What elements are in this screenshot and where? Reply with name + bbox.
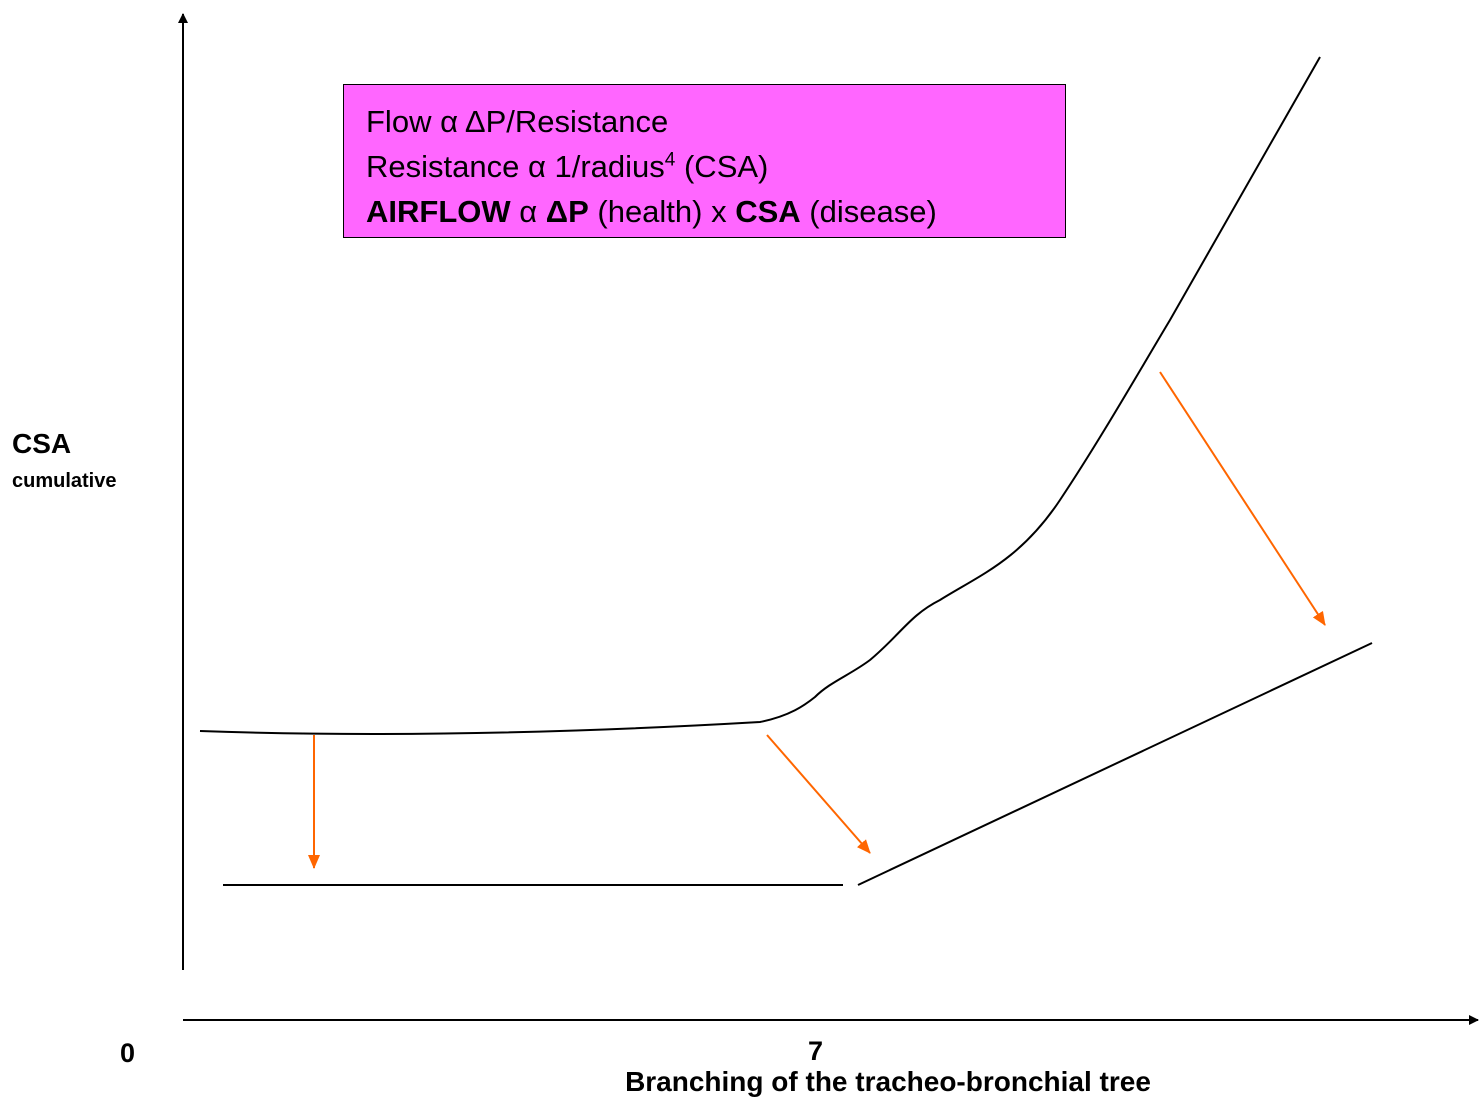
formula-bold: AIRFLOW	[366, 194, 511, 229]
x-tick-label: 7	[808, 1036, 824, 1066]
formula-bold: CSA	[735, 194, 801, 229]
superscript: 4	[664, 149, 676, 171]
y-axis-label: CSA	[12, 428, 72, 459]
formula-line: AIRFLOW α ΔP (health) x CSA (disease)	[366, 189, 1065, 234]
health-curve	[199, 56, 1321, 735]
x-axis-label: Branching of the tracheo-bronchial tree	[625, 1066, 1151, 1097]
x-tick-label: 0	[120, 1038, 136, 1068]
y-axis-sublabel: cumulative	[12, 470, 117, 492]
arrow	[1159, 371, 1326, 626]
disease-line	[857, 642, 1373, 886]
formula-bold: ΔP	[545, 194, 589, 229]
formula-text: α	[510, 194, 546, 229]
formula-text: (health) x	[588, 194, 736, 229]
formula-line: Resistance α 1/radius4 (CSA)	[366, 144, 1065, 189]
formula-box: Flow α ΔP/Resistance Resistance α 1/radi…	[343, 84, 1066, 238]
formula-line: Flow α ΔP/Resistance	[366, 99, 1065, 144]
arrow	[766, 734, 871, 854]
formula-text: Resistance α 1/radius	[366, 149, 665, 184]
formula-text: Flow α ΔP/Resistance	[366, 104, 669, 139]
formula-text: (CSA)	[675, 149, 769, 184]
formula-text: (disease)	[800, 194, 937, 229]
